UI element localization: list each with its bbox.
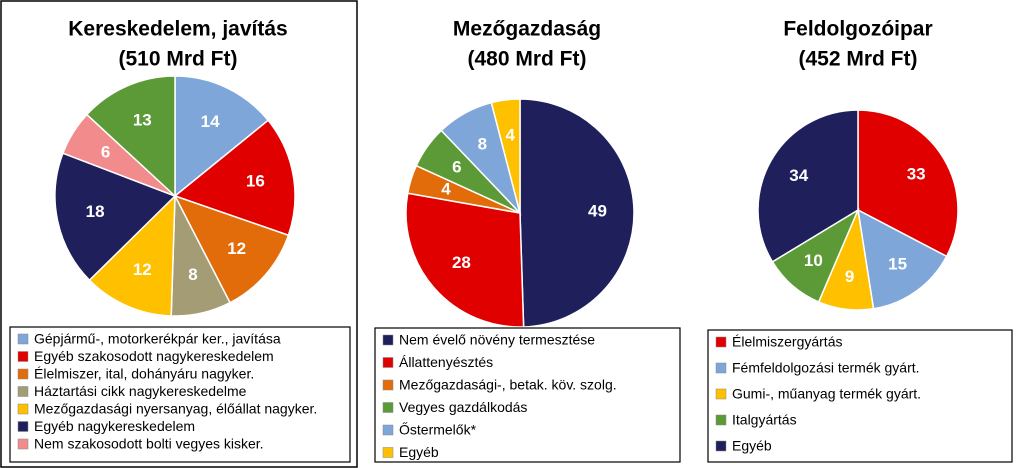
legend-label: Vegyes gazdálkodás [399, 399, 527, 415]
legend-marker [715, 388, 727, 400]
legend-label: Nem szakosodott bolti vegyes kisker. [34, 436, 264, 452]
legend-marker [715, 440, 727, 452]
legend-marker [715, 414, 727, 426]
chart-subtitle: (452 Mrd Ft) [798, 48, 917, 71]
legend-marker [382, 402, 394, 413]
legend-label: Élelmiszergyártás [732, 334, 842, 350]
slice-label: 16 [246, 171, 265, 190]
legend-label: Gumi-, műanyag termék gyárt. [732, 386, 921, 402]
legend-marker [17, 351, 29, 362]
chart-subtitle: (480 Mrd Ft) [467, 48, 586, 71]
legend-marker [17, 386, 29, 397]
legend-box [9, 326, 351, 463]
pie-slice [857, 208, 948, 310]
legend-label: Italgyártás [732, 412, 797, 428]
slice-label: 14 [201, 112, 220, 131]
legend-label: Mezőgazdasági-, betak. köv. szolg. [399, 377, 617, 393]
legend-box [374, 327, 681, 463]
pie-slice [490, 98, 521, 214]
legend-marker [382, 447, 394, 458]
slice-label: 6 [452, 158, 461, 177]
legend-marker [17, 421, 29, 432]
legend-label: Egyéb [732, 438, 772, 454]
slice-label: 33 [907, 164, 926, 183]
slice-label: 28 [452, 253, 471, 272]
chart-title: Feldolgozóipar [783, 18, 932, 41]
slice-label: 6 [101, 142, 110, 161]
legend-marker [382, 379, 394, 391]
legend-label: Nem évelő növény termesztése [399, 332, 595, 348]
legend-label: Háztartási cikk nagykereskedelme [34, 383, 247, 399]
chart-subtitle: (510 Mrd Ft) [118, 48, 237, 71]
pie-slice [405, 192, 525, 328]
legend-box [707, 329, 1013, 463]
slice-label: 18 [86, 202, 105, 221]
legend-marker [382, 424, 394, 436]
legend-marker [382, 334, 394, 346]
legend-marker [715, 336, 727, 348]
legend-marker [17, 438, 29, 450]
slice-label: 4 [505, 126, 515, 145]
slice-label: 15 [888, 255, 907, 274]
panel-border [0, 0, 358, 468]
slice-label: 8 [188, 265, 197, 284]
legend-label: Egyéb [399, 444, 439, 460]
slice-label: 34 [789, 166, 808, 185]
pie-slice [173, 119, 296, 237]
pie-slice [88, 194, 176, 317]
pie-slice [173, 194, 290, 304]
slice-label: 10 [804, 251, 823, 270]
legend-label: Egyéb nagykereskedelem [34, 418, 195, 434]
legend-marker [715, 362, 727, 374]
legend-label: Őstermelők* [399, 422, 477, 438]
legend-marker [17, 403, 29, 415]
pie-slice [174, 75, 270, 198]
pie-slice [519, 98, 635, 328]
legend-marker [382, 357, 394, 368]
pie-slice [85, 75, 176, 198]
chart-title: Kereskedelem, javítás [68, 18, 287, 41]
pie-slice [757, 109, 859, 263]
legend-marker [17, 333, 29, 345]
slice-label: 8 [478, 135, 487, 154]
slice-label: 49 [588, 201, 607, 220]
slice-label: 9 [845, 267, 854, 286]
legend-label: Állattenyésztés [399, 354, 493, 370]
pie-slice [857, 109, 959, 258]
slice-label: 12 [133, 260, 152, 279]
slice-label: 12 [227, 239, 246, 258]
legend-marker [17, 368, 29, 380]
legend-label: Fémfeldolgozási termék gyárt. [732, 360, 920, 376]
chart-title: Mezőgazdaság [453, 18, 601, 41]
legend-label: Gépjármű-, motorkerékpár ker., javítása [34, 331, 281, 347]
legend-label: Mezőgazdasági nyersanyag, élőállat nagyk… [34, 401, 317, 417]
slice-label: 4 [441, 179, 451, 198]
slice-label: 13 [133, 111, 152, 130]
legend-label: Egyéb szakosodott nagykereskedelem [34, 348, 274, 364]
legend-label: Élelmiszer, ital, dohányáru nagyker. [34, 366, 254, 382]
